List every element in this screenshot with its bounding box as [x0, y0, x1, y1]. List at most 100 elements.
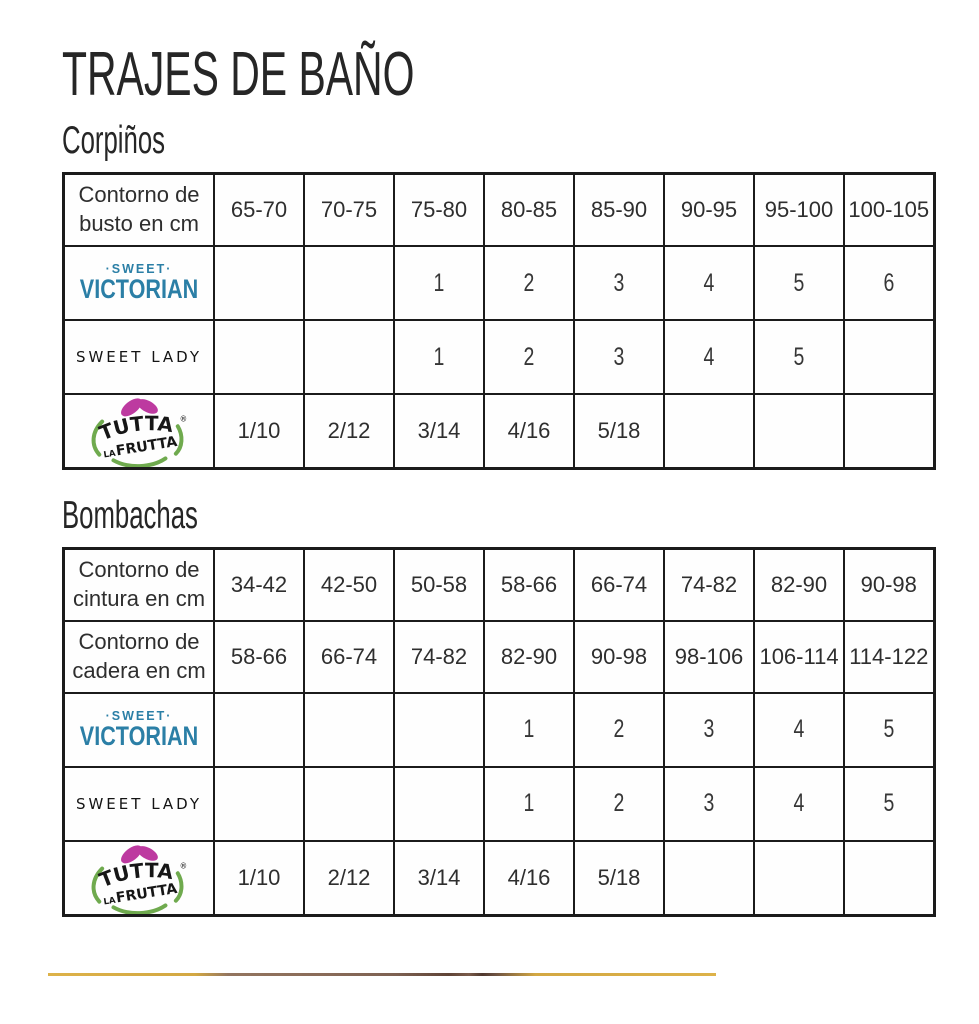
leaves-icon	[121, 398, 158, 417]
size-value-cell	[213, 319, 306, 396]
size-header-cell: 58-66	[483, 547, 576, 622]
sweet-victorian-logo-top: ·SWEET·	[105, 708, 173, 723]
size-value-cell: 5	[843, 765, 936, 842]
sweet-victorian-logo-top: ·SWEET·	[105, 261, 173, 276]
arc-right-icon	[173, 424, 184, 456]
size-value-cell	[753, 839, 846, 917]
size-value-cell: 3/14	[393, 393, 486, 470]
size-value-cell	[663, 839, 756, 917]
size-value-cell: 4	[753, 765, 846, 842]
size-header-cell: 114-122	[843, 619, 936, 694]
leaves-icon	[121, 845, 158, 864]
sweet-victorian-logo: ·SWEET· VICTORIAN	[65, 261, 212, 304]
size-value-cell: 3	[573, 319, 666, 396]
size-value: 3	[703, 789, 715, 818]
size-value-cell: 3	[663, 691, 756, 768]
size-value-cell	[843, 319, 936, 396]
bombachas-waist-header-row: Contorno de cintura en cm 34-42 42-50 50…	[62, 547, 936, 622]
registered-mark: ®	[180, 862, 188, 871]
size-value-cell: 2	[483, 245, 576, 322]
size-value: 4	[793, 789, 805, 818]
size-header-cell: 90-98	[573, 619, 666, 694]
size-value-cell	[303, 691, 396, 768]
size-value-cell: 5	[753, 319, 846, 396]
size-header-cell: 65-70	[213, 172, 306, 248]
size-value: 5	[793, 268, 805, 297]
page-title-text: TRAJES DE BAÑO	[62, 40, 415, 109]
corpinos-tutta-frutta-row: TUTTA ® LAFRUTTA 1/10 2/12 3/14 4/16 5/1…	[62, 393, 936, 470]
size-header-cell: 95-100	[753, 172, 846, 248]
size-value: 1	[433, 342, 445, 371]
size-value-cell: 4/16	[483, 839, 576, 917]
corpinos-header-row: Contorno de busto en cm 65-70 70-75 75-8…	[62, 172, 936, 248]
bombachas-tutta-frutta-row: TUTTA ® LAFRUTTA 1/10 2/12 3/14 4/16 5/1…	[62, 839, 936, 917]
tutta-la-frutta-logo: TUTTA ® LAFRUTTA	[91, 398, 188, 467]
size-value-cell: 4	[753, 691, 846, 768]
size-value-cell: 2	[573, 765, 666, 842]
size-header-cell: 98-106	[663, 619, 756, 694]
size-header-cell: 90-98	[843, 547, 936, 622]
size-header-cell: 75-80	[393, 172, 486, 248]
sweet-lady-logo: SWEET LADY	[75, 794, 203, 813]
size-value-cell: 1/10	[213, 393, 306, 470]
size-header-cell: 66-74	[303, 619, 396, 694]
size-header-cell: 42-50	[303, 547, 396, 622]
size-value-cell	[303, 765, 396, 842]
size-value: 6	[883, 268, 895, 297]
size-value-cell: 6	[843, 245, 936, 322]
brand-cell: SWEET LADY	[62, 765, 216, 842]
size-value-cell: 2/12	[303, 839, 396, 917]
corpinos-sweet-victorian-row: ·SWEET· VICTORIAN 1 2 3 4 5 6	[62, 245, 936, 322]
page-title: TRAJES DE BAÑO	[62, 42, 979, 107]
size-header-cell: 74-82	[393, 619, 486, 694]
brand-cell: SWEET LADY	[62, 319, 216, 396]
size-value-cell: 3/14	[393, 839, 486, 917]
corpinos-heading-text: Corpiños	[62, 119, 166, 163]
brand-cell: ·SWEET· VICTORIAN	[62, 691, 216, 768]
size-value: 5	[883, 789, 895, 818]
section-heading-corpinos: Corpiños	[62, 119, 979, 163]
corpinos-sweet-lady-row: SWEET LADY 1 2 3 4 5	[62, 319, 936, 396]
size-value-cell: 5/18	[573, 839, 666, 917]
size-value-cell: 2/12	[303, 393, 396, 470]
size-value-cell: 3	[573, 245, 666, 322]
size-value-cell: 1/10	[213, 839, 306, 917]
size-header-cell: 85-90	[573, 172, 666, 248]
size-header-cell: 66-74	[573, 547, 666, 622]
size-value: 1	[523, 789, 535, 818]
size-value: 2	[613, 715, 625, 744]
size-value: 3	[613, 342, 625, 371]
size-value-cell	[663, 393, 756, 470]
size-value-cell: 4/16	[483, 393, 576, 470]
arc-right-icon	[173, 871, 184, 903]
size-value-cell	[213, 765, 306, 842]
size-value-cell	[393, 765, 486, 842]
size-value: 3	[703, 715, 715, 744]
size-value-cell	[303, 245, 396, 322]
tutta-la-frutta-logo: TUTTA ® LAFRUTTA	[91, 845, 188, 914]
size-value: 1	[433, 268, 445, 297]
section-heading-bombachas: Bombachas	[62, 494, 979, 538]
size-value-cell	[213, 691, 306, 768]
size-value-cell: 5	[753, 245, 846, 322]
size-header-cell: 82-90	[753, 547, 846, 622]
measure-label-cell: Contorno de busto en cm	[62, 172, 216, 248]
size-value: 1	[523, 715, 535, 744]
sweet-victorian-logo-bottom: VICTORIAN	[79, 721, 199, 752]
bombachas-table: Contorno de cintura en cm 34-42 42-50 50…	[62, 546, 936, 917]
size-value-cell: 2	[483, 319, 576, 396]
size-value: 2	[523, 342, 535, 371]
arc-bottom-icon	[111, 456, 168, 467]
size-value: 5	[793, 342, 805, 371]
registered-mark: ®	[180, 415, 188, 424]
bombachas-heading-text: Bombachas	[62, 494, 198, 538]
corpinos-table: Contorno de busto en cm 65-70 70-75 75-8…	[62, 172, 936, 471]
sweet-lady-logo: SWEET LADY	[75, 348, 203, 367]
size-value-cell: 4	[663, 319, 756, 396]
size-header-cell: 50-58	[393, 547, 486, 622]
size-header-cell: 82-90	[483, 619, 576, 694]
size-header-cell: 80-85	[483, 172, 576, 248]
size-value-cell: 5	[843, 691, 936, 768]
measure-label-cell: Contorno de cadera en cm	[62, 619, 216, 694]
size-value-cell: 1	[393, 245, 486, 322]
